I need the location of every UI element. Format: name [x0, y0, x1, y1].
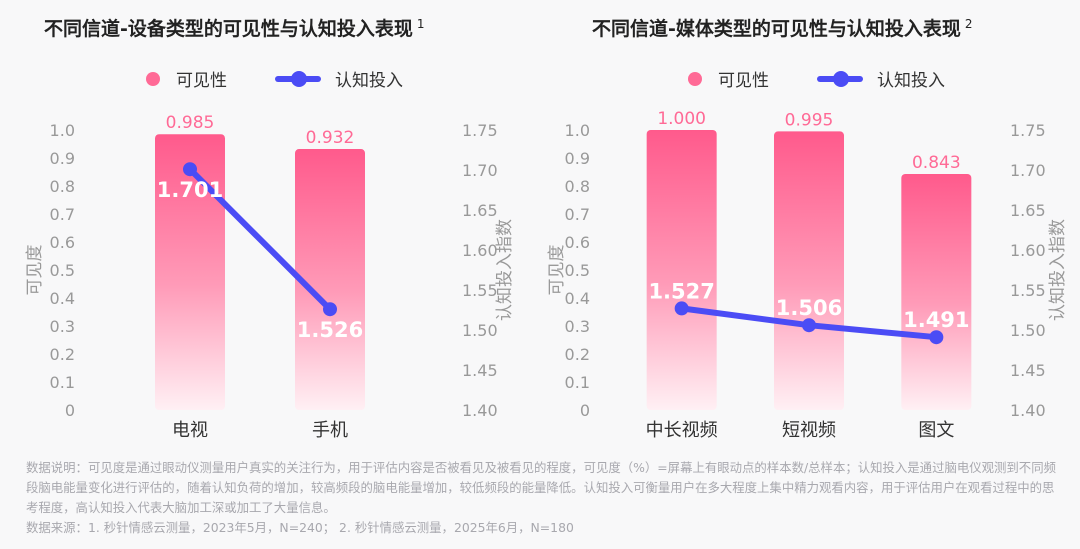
y2-tick-label: 1.65 [1010, 201, 1046, 220]
y2-tick-label: 1.65 [462, 201, 498, 220]
bar [155, 134, 225, 410]
legend-line-swatch [275, 70, 321, 87]
x-tick-label: 中长视频 [646, 420, 718, 441]
bar [295, 149, 365, 411]
y-tick-label: 0 [65, 401, 75, 420]
line-point [929, 330, 944, 345]
line-point [802, 318, 816, 333]
x-tick-label: 手机 [312, 420, 348, 441]
bar-value-label: 0.843 [912, 153, 961, 173]
line-point [674, 301, 689, 316]
bar-value-label: 1.000 [657, 109, 706, 129]
bar [774, 131, 844, 410]
y-axis-title: 可见度 [25, 245, 45, 296]
legend: 可见性 认知投入 [146, 66, 403, 91]
y-tick-label: 0.6 [565, 233, 590, 252]
y-tick-label: 0.1 [565, 373, 590, 392]
y-tick-label: 0 [580, 401, 590, 420]
line-value-label: 1.491 [903, 308, 969, 332]
y-tick-label: 0.3 [565, 317, 590, 336]
line-value-label: 1.526 [297, 318, 363, 342]
legend-bar-swatch [688, 71, 702, 86]
chart-media: 0 0.1 0.2 0.3 0.4 0.5 0.6 0.7 0.8 0.9 1.0 1.40 1.45 1… [547, 109, 1068, 441]
y2-tick-label: 1.50 [1010, 321, 1046, 340]
bar-value-label: 0.985 [166, 113, 215, 133]
y-axis-title: 可见度 [547, 245, 567, 296]
legend-line-label: 认知投入 [877, 71, 945, 91]
y-tick-label: 0.5 [50, 261, 75, 280]
y2-tick-label: 1.45 [1010, 361, 1046, 380]
footer: 数据说明：可见度是通过眼动仪测量用户真实的关注行为，用于评估内容是否被看见及被看… [26, 458, 1061, 538]
line-series [187, 166, 333, 313]
y-tick-label: 0.1 [50, 373, 75, 392]
legend-bar-label: 可见性 [718, 71, 769, 91]
bar [646, 130, 717, 410]
line-value-label: 1.701 [157, 178, 223, 202]
y2-tick-label: 1.55 [1010, 281, 1046, 300]
bar-value-label: 0.932 [306, 128, 355, 148]
y2-axis-title: 认知投入指数 [495, 219, 515, 321]
legend-line-label: 认知投入 [335, 71, 403, 91]
y2-tick-label: 1.40 [1010, 401, 1046, 420]
y2-tick-label: 1.40 [462, 401, 498, 420]
y2-axis-title: 认知投入指数 [1048, 219, 1068, 321]
y2-tick-label: 1.70 [462, 161, 498, 180]
y2-tick-label: 1.45 [462, 361, 498, 380]
chart-panel-media: 不同信道-媒体类型的可见性与认知投入表现 2 可见性 认知投入 0 0.1 0.2 0.… [540, 0, 1080, 450]
y-tick-label: 0.4 [50, 289, 75, 308]
y2-tick-label: 1.75 [462, 121, 498, 140]
data-source: 数据来源：1. 秒针情感云测量，2023年5月，N=240； 2. 秒针情感云测… [26, 520, 574, 535]
y2-tick-label: 1.60 [1010, 241, 1046, 260]
legend-bar-swatch [146, 71, 160, 86]
line-value-label: 1.527 [648, 279, 714, 303]
legend-line-swatch [817, 70, 863, 87]
line-point [323, 302, 337, 317]
x-tick-label: 电视 [172, 420, 208, 441]
y-tick-label: 0.5 [565, 261, 590, 280]
y-tick-label: 0.2 [50, 345, 75, 364]
y-tick-label: 0.8 [50, 177, 75, 196]
chart-device: 0 0.1 0.2 0.3 0.4 0.5 0.6 0.7 0.8 0.9 1.0 1.40 1.45 1… [25, 113, 515, 441]
y-tick-label: 0.4 [565, 289, 590, 308]
y-tick-label: 0.8 [565, 177, 590, 196]
y-tick-label: 0.6 [50, 233, 75, 252]
y-tick-label: 0.9 [565, 149, 590, 168]
y2-tick-label: 1.50 [462, 321, 498, 340]
y-tick-label: 0.2 [565, 345, 590, 364]
y2-tick-label: 1.70 [1010, 161, 1046, 180]
chart-panel-device: 不同信道-设备类型的可见性与认知投入表现 1 可见性 认知投入 0 0.1 0.2 0.… [0, 0, 540, 450]
y2-tick-label: 1.55 [462, 281, 498, 300]
y-tick-label: 0.7 [50, 205, 75, 224]
y-tick-label: 1.0 [565, 121, 590, 140]
bar [901, 173, 972, 410]
x-tick-label: 短视频 [782, 420, 836, 441]
chart-title: 不同信道-设备类型的可见性与认知投入表现 1 [44, 16, 425, 40]
y2-tick-label: 1.60 [462, 241, 498, 260]
y-tick-label: 0.3 [50, 317, 75, 336]
y-tick-label: 0.7 [565, 205, 590, 224]
y-tick-label: 1.0 [50, 121, 75, 140]
legend-bar-label: 可见性 [176, 71, 227, 91]
chart-title: 不同信道-媒体类型的可见性与认知投入表现 2 [592, 16, 973, 40]
line-point [183, 162, 197, 177]
y2-tick-label: 1.75 [1010, 121, 1046, 140]
legend: 可见性 认知投入 [688, 66, 945, 91]
line-value-label: 1.506 [776, 296, 842, 320]
y-tick-label: 0.9 [50, 149, 75, 168]
data-note: 数据说明：可见度是通过眼动仪测量用户真实的关注行为，用于评估内容是否被看见及被看… [26, 460, 1056, 515]
x-tick-label: 图文 [918, 420, 954, 441]
bar-value-label: 0.995 [785, 110, 834, 130]
